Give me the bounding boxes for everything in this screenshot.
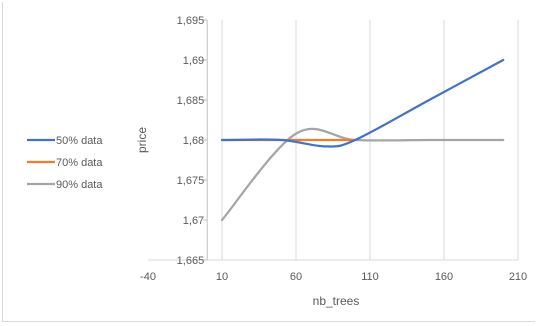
x-tick-label: 160 bbox=[435, 271, 453, 283]
y-tick-label: 1,69 bbox=[183, 55, 204, 67]
y-tick-label: 1,67 bbox=[183, 215, 204, 227]
chart-frame bbox=[2, 2, 535, 322]
series-lines bbox=[220, 58, 505, 222]
x-tick-label: 60 bbox=[290, 271, 302, 283]
y-tick-label: 1,675 bbox=[177, 175, 205, 187]
y-tick-label: 1,685 bbox=[177, 95, 205, 107]
series-line-50-data bbox=[220, 58, 505, 148]
x-tick-label: 210 bbox=[509, 271, 527, 283]
legend-label: 90% data bbox=[56, 179, 103, 191]
x-tick-label: 110 bbox=[361, 271, 379, 283]
y-tick-label: 1,665 bbox=[177, 255, 205, 267]
y-axis-title: price bbox=[135, 127, 149, 153]
x-tick-label: -40 bbox=[140, 271, 156, 283]
x-tick-label: 10 bbox=[216, 271, 228, 283]
series-line-90-data bbox=[220, 127, 505, 222]
legend-label: 50% data bbox=[56, 135, 103, 147]
x-axis-title: nb_trees bbox=[313, 294, 360, 308]
y-tick-label: 1,695 bbox=[177, 15, 205, 27]
axes: -40 10 60 110 160 210 1,665 1,67 1,675 1,68 1,685 1… bbox=[140, 15, 527, 283]
legend-label: 70% data bbox=[56, 157, 103, 169]
y-tick-label: 1,68 bbox=[183, 135, 204, 147]
legend: 50% data 70% data 90% data bbox=[27, 135, 103, 191]
